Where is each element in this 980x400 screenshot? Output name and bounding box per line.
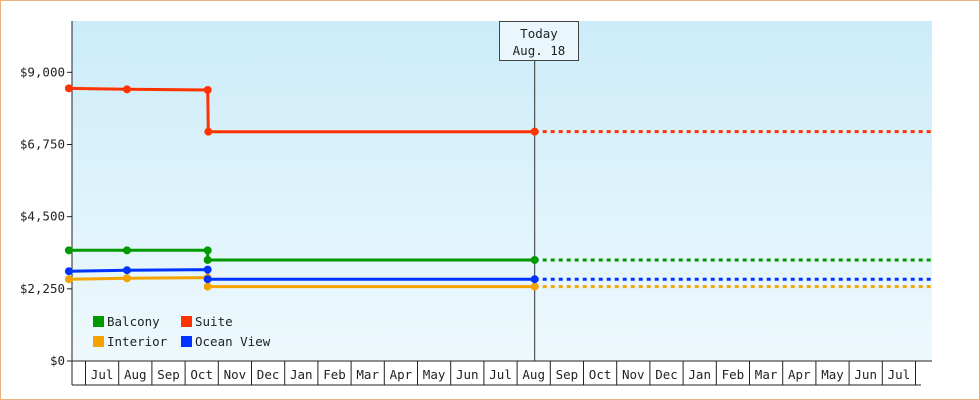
x-tick-label: Sep [157, 367, 180, 382]
legend-swatch [181, 315, 192, 327]
x-tick-label: Sep [556, 367, 579, 382]
legend-label: Interior [107, 333, 168, 349]
x-tick-label: Aug [124, 367, 147, 382]
data-point-ocean-view [203, 275, 212, 284]
x-tick-label: Jul [888, 367, 911, 382]
legend-item-ocean-view: Ocean View [181, 333, 291, 349]
legend-swatch [93, 315, 104, 327]
x-tick-label: Oct [190, 367, 213, 382]
data-point-ocean-view [64, 267, 73, 276]
x-tick-label: Nov [224, 367, 247, 382]
x-tick-label: Mar [356, 367, 379, 382]
data-point-ocean-view [123, 266, 131, 275]
data-point-interior [64, 275, 73, 284]
x-tick-label: Jun [456, 367, 479, 382]
data-point-balcony [203, 255, 212, 264]
data-point-balcony [530, 255, 539, 264]
y-tick-label: $0 [50, 353, 65, 368]
legend-swatch [93, 335, 104, 347]
today-label: Today [520, 26, 558, 41]
x-tick-label: Apr [390, 367, 413, 382]
x-tick-label: May [423, 367, 446, 382]
data-point-balcony [64, 246, 73, 255]
data-point-ocean-view [530, 275, 539, 284]
data-point-suite [203, 85, 212, 94]
data-point-balcony [203, 246, 212, 255]
legend-label: Suite [195, 313, 233, 329]
data-point-suite [123, 85, 131, 94]
legend-item-balcony: Balcony [93, 313, 181, 329]
legend-label: Ocean View [195, 333, 271, 349]
data-point-suite [530, 127, 539, 136]
y-tick-label: $6,750 [20, 136, 65, 151]
legend-label: Balcony [107, 313, 160, 329]
data-point-interior [123, 274, 131, 283]
x-tick-label: Jun [854, 367, 877, 382]
x-tick-label: Apr [788, 367, 811, 382]
today-date: Aug. 18 [512, 43, 566, 58]
data-point-balcony [123, 246, 131, 255]
data-point-suite [64, 84, 73, 93]
x-tick-label: Aug [522, 367, 545, 382]
x-tick-label: Jul [91, 367, 114, 382]
x-tick-label: Jan [290, 367, 313, 382]
x-tick-label: Feb [323, 367, 346, 382]
data-point-interior [203, 282, 212, 291]
x-tick-label: May [821, 367, 844, 382]
legend-swatch [181, 335, 192, 347]
data-point-ocean-view [203, 265, 212, 274]
x-tick-label: Dec [655, 367, 678, 382]
legend-item-suite: Suite [181, 313, 291, 329]
data-point-interior [530, 282, 539, 291]
x-tick-label: Jan [688, 367, 711, 382]
legend-item-interior: Interior [93, 333, 181, 349]
y-tick-label: $4,500 [20, 209, 65, 224]
x-tick-label: Dec [257, 367, 280, 382]
x-tick-label: Nov [622, 367, 645, 382]
x-tick-label: Mar [755, 367, 778, 382]
legend: Balcony Suite Interior Ocean View [93, 313, 291, 349]
x-tick-label: Oct [589, 367, 612, 382]
y-tick-label: $2,250 [20, 281, 65, 296]
x-tick-label: Jul [489, 367, 512, 382]
x-tick-label: Feb [722, 367, 745, 382]
today-marker: Today Aug. 18 [499, 21, 579, 61]
y-tick-label: $9,000 [20, 64, 65, 79]
data-point-suite [204, 127, 213, 136]
plot-area [72, 21, 932, 361]
